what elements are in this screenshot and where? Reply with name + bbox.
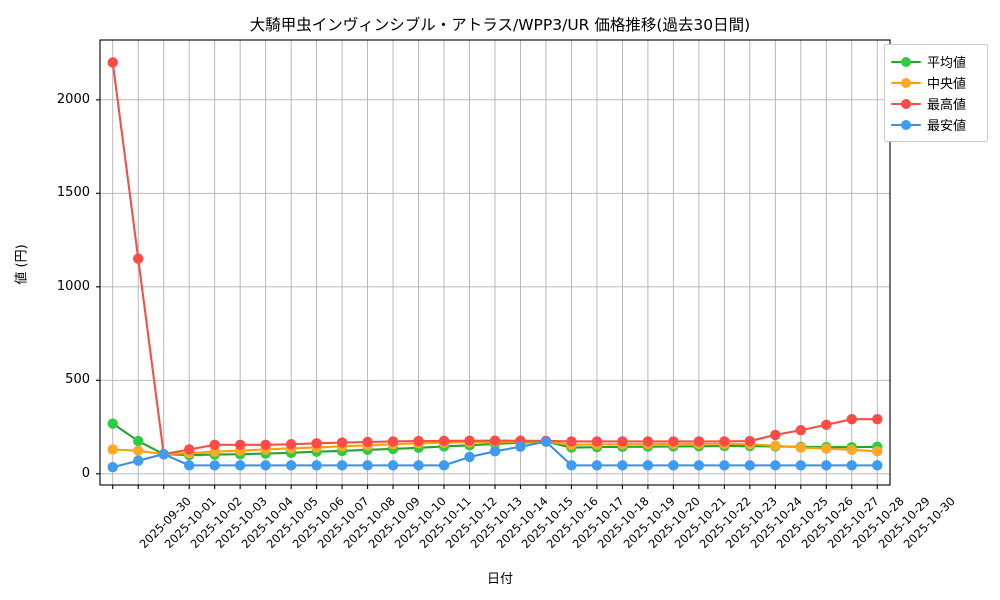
- data-point: [183, 444, 195, 455]
- chart-title: 大騎甲虫インヴィンシブル・アトラス/WPP3/UR 価格推移(過去30日間): [249, 16, 751, 34]
- legend-item-median[interactable]: 中央値: [891, 72, 980, 93]
- grid-lines: [100, 40, 890, 485]
- data-point: [209, 460, 220, 471]
- data-point: [107, 462, 118, 473]
- data-point: [591, 460, 603, 471]
- data-point: [311, 438, 322, 449]
- y-tick-label: 0: [81, 465, 90, 481]
- data-point: [362, 460, 373, 471]
- data-point: [744, 435, 756, 447]
- data-point: [107, 444, 118, 455]
- data-point: [795, 460, 807, 471]
- series-lines: [107, 57, 883, 473]
- legend-label-average: 平均値: [927, 56, 967, 71]
- legend-item-average[interactable]: 平均値: [891, 51, 980, 72]
- data-point: [591, 436, 603, 447]
- data-point: [566, 436, 577, 447]
- data-point: [260, 460, 271, 471]
- data-point: [719, 460, 730, 471]
- legend-swatch-green: [891, 55, 921, 69]
- y-tick-label: 500: [65, 372, 90, 388]
- chart-legend: 平均値 中央値 最高値 最安値: [884, 44, 988, 142]
- data-point: [719, 436, 730, 447]
- data-point: [413, 435, 424, 447]
- data-point: [285, 460, 297, 471]
- data-point: [872, 460, 883, 471]
- data-point: [133, 253, 144, 264]
- data-point: [821, 443, 832, 454]
- data-point: [795, 425, 807, 436]
- data-point: [107, 418, 118, 429]
- data-point: [668, 436, 679, 447]
- data-point: [107, 57, 118, 68]
- data-point: [617, 460, 628, 471]
- data-point: [438, 435, 450, 447]
- data-point: [770, 460, 781, 471]
- data-point: [285, 439, 297, 450]
- axis-ticks: [96, 99, 878, 489]
- data-point: [872, 446, 883, 457]
- data-point: [489, 435, 501, 446]
- data-point: [770, 440, 781, 451]
- data-point: [489, 446, 501, 457]
- data-point: [540, 436, 552, 447]
- data-point: [566, 460, 577, 471]
- data-point: [133, 455, 144, 466]
- data-point: [336, 437, 348, 448]
- legend-swatch-orange: [891, 76, 921, 90]
- legend-label-max: 最高値: [927, 98, 967, 113]
- data-point: [311, 460, 322, 471]
- data-point: [413, 460, 424, 471]
- data-point: [642, 436, 654, 447]
- legend-swatch-blue: [891, 118, 921, 132]
- data-point: [464, 435, 475, 446]
- data-point: [872, 413, 883, 425]
- data-point: [133, 435, 144, 447]
- data-point: [387, 436, 399, 447]
- data-point: [464, 451, 475, 463]
- data-point: [158, 448, 169, 460]
- legend-swatch-red: [891, 97, 921, 111]
- x-axis-label: 日付: [486, 572, 513, 587]
- legend-item-min[interactable]: 最安値: [891, 114, 980, 135]
- data-point: [234, 439, 246, 451]
- data-point: [209, 439, 220, 451]
- data-point: [693, 460, 705, 471]
- y-tick-label: 2000: [56, 91, 90, 107]
- data-point: [846, 444, 857, 456]
- data-point: [668, 460, 679, 471]
- data-point: [515, 441, 526, 452]
- y-axis-label: 値 (円): [14, 244, 30, 285]
- data-point: [821, 460, 832, 471]
- data-point: [617, 436, 628, 447]
- legend-item-max[interactable]: 最高値: [891, 93, 980, 114]
- data-point: [642, 460, 654, 471]
- data-point: [770, 429, 781, 441]
- data-point: [795, 442, 807, 453]
- data-point: [846, 460, 857, 471]
- data-point: [133, 445, 144, 456]
- data-point: [846, 413, 857, 425]
- data-point: [693, 436, 705, 447]
- y-tick-label: 1500: [56, 185, 90, 201]
- legend-label-min: 最安値: [927, 119, 967, 134]
- data-point: [362, 436, 373, 448]
- y-tick-label: 1000: [56, 278, 90, 294]
- legend-label-median: 中央値: [927, 77, 967, 92]
- data-point: [821, 419, 832, 430]
- data-point: [438, 460, 450, 471]
- data-point: [183, 460, 195, 471]
- data-point: [234, 460, 246, 471]
- data-point: [336, 460, 348, 471]
- data-point: [260, 439, 271, 451]
- data-point: [387, 460, 399, 471]
- data-point: [744, 460, 756, 471]
